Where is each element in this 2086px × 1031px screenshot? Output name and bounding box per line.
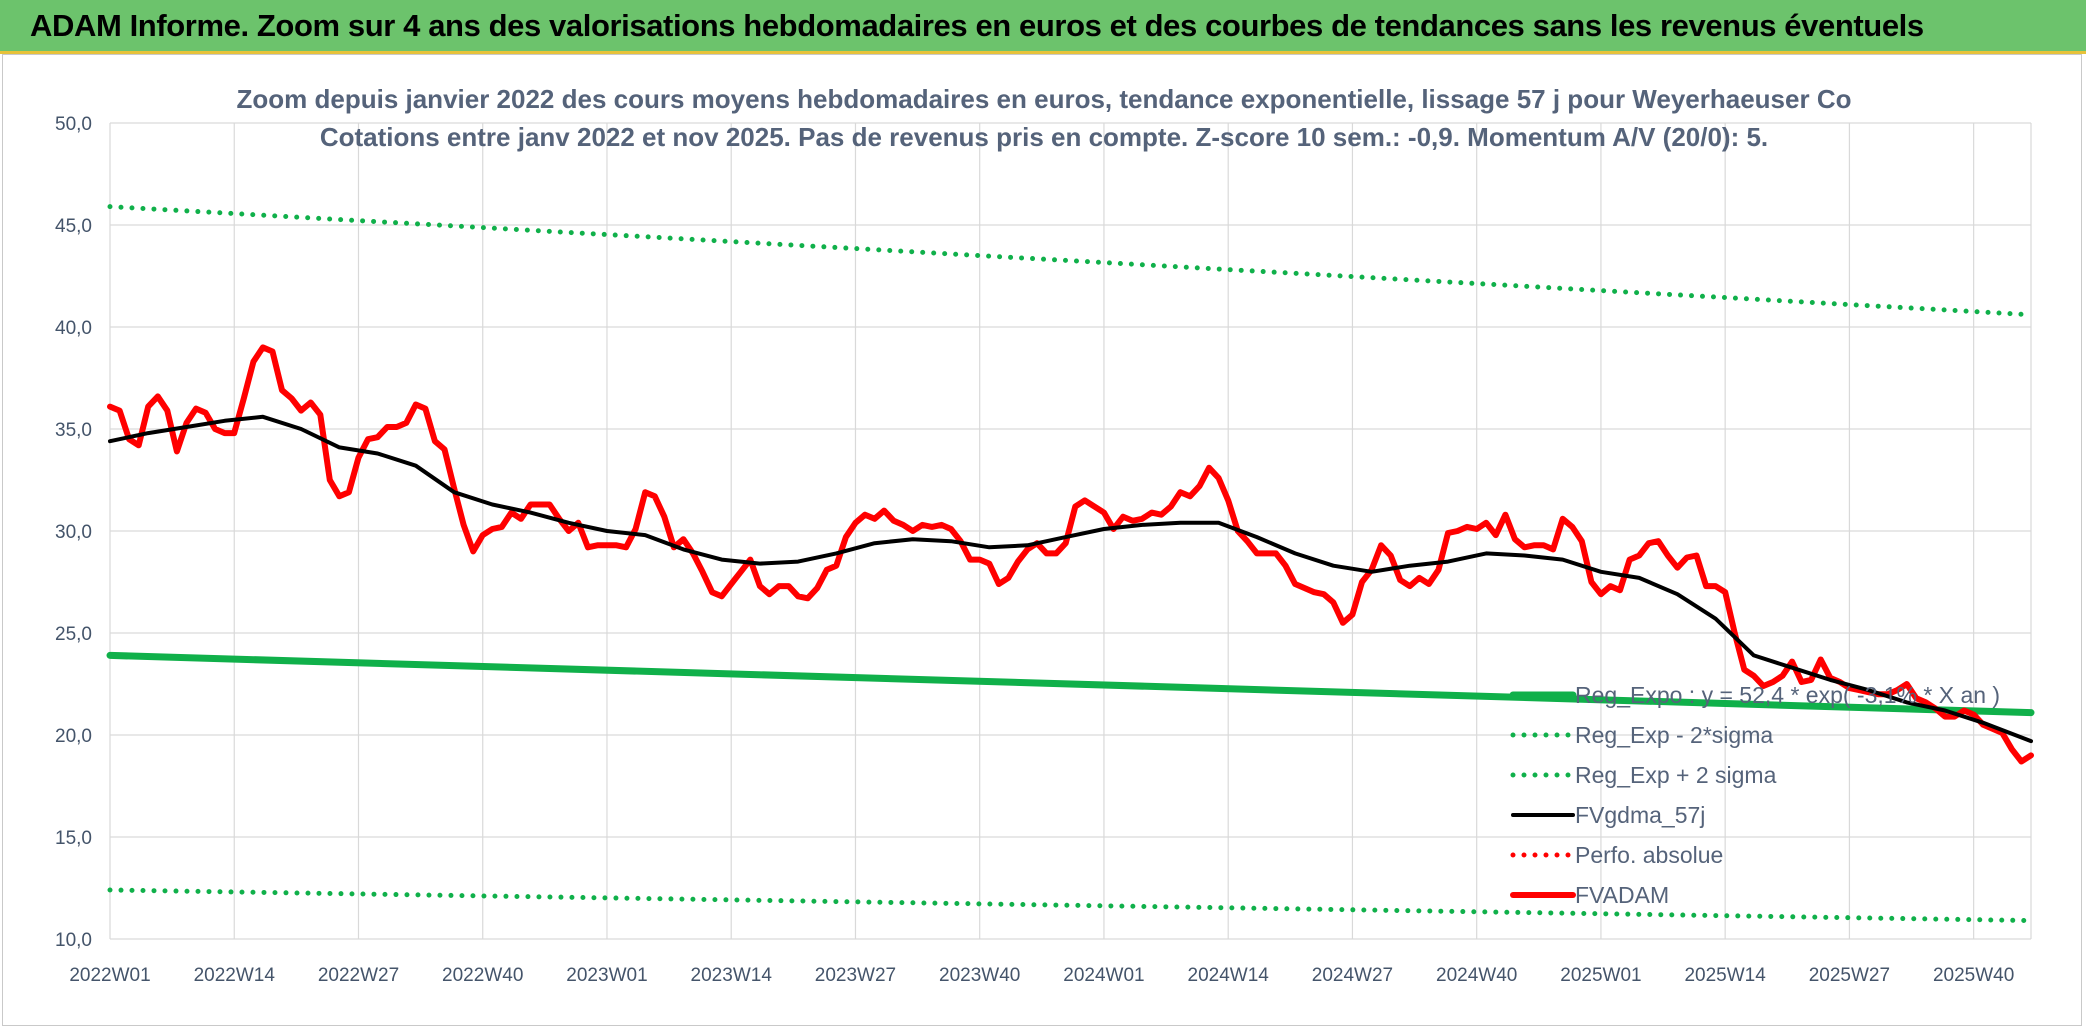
legend-entry: Reg_Exp - 2*sigma [1575,722,1773,748]
y-axis: 10,0 15,0 20,0 25,0 30,0 35,0 40,0 45,0 50,0 [55,114,92,951]
x-tick-label: 2024W27 [1312,965,1393,986]
x-tick-label: 2022W01 [69,965,150,986]
chart-svg: Zoom depuis janvier 2022 des cours moyen… [55,84,2035,986]
x-tick-label: 2024W01 [1063,965,1144,986]
series-line-reg-expo [106,651,2035,717]
series [106,204,2035,924]
y-tick-label: 35,0 [55,420,92,441]
legend-entry: Reg_Exp + 2 sigma [1575,762,1777,788]
y-tick-label: 50,0 [55,114,92,135]
x-tick-label: 2024W14 [1188,965,1270,986]
legend-entry: Reg_Expo : y = 52,4 * exp( -3,1% * X an … [1575,682,2000,708]
series-line-reg-exp-2-sigma [107,887,2034,924]
y-tick-label: 20,0 [55,726,92,747]
x-tick-label: 2023W14 [691,965,773,986]
x-tick-label: 2023W01 [566,965,647,986]
x-tick-label: 2023W40 [939,965,1020,986]
x-tick-label: 2025W01 [1560,965,1641,986]
x-tick-label: 2025W14 [1684,965,1766,986]
x-tick-label: 2022W40 [442,965,523,986]
y-tick-label: 25,0 [55,624,92,645]
x-tick-label: 2023W27 [815,965,896,986]
legend: Reg_Expo : y = 52,4 * exp( -3,1% * X an … [1509,682,2000,908]
legend-entry: FVgdma_57j [1575,802,1705,828]
x-axis: 2022W01 2022W14 2022W27 2022W40 2023W01 2023W… [69,965,2014,986]
x-tick-label: 2022W14 [194,965,276,986]
x-tick-label: 2022W27 [318,965,399,986]
series-line-fvadam [107,344,2034,765]
x-tick-label: 2025W40 [1933,965,2014,986]
chart-title-line-2: Cotations entre janv 2022 et nov 2025. P… [320,122,1768,152]
chart-frame: Zoom depuis janvier 2022 des cours moyen… [2,54,2082,1026]
x-tick-label: 2025W27 [1809,965,1890,986]
legend-entry: FVADAM [1575,882,1669,908]
x-tick-label: 2024W40 [1436,965,1517,986]
y-tick-label: 15,0 [55,828,92,849]
y-tick-label: 45,0 [55,216,92,237]
y-tick-label: 30,0 [55,522,92,543]
report-title: ADAM Informe. Zoom sur 4 ans des valoris… [30,8,1924,43]
series-line-reg-exp-2-sigma [107,204,2034,318]
series-line-fvgdma-57j [108,414,2033,744]
y-tick-label: 10,0 [55,930,92,951]
legend-entry: Perfo. absolue [1575,842,1723,868]
chart-title-line-1: Zoom depuis janvier 2022 des cours moyen… [237,84,1852,114]
y-tick-label: 40,0 [55,318,92,339]
report-banner: ADAM Informe. Zoom sur 4 ans des valoris… [0,0,2086,54]
